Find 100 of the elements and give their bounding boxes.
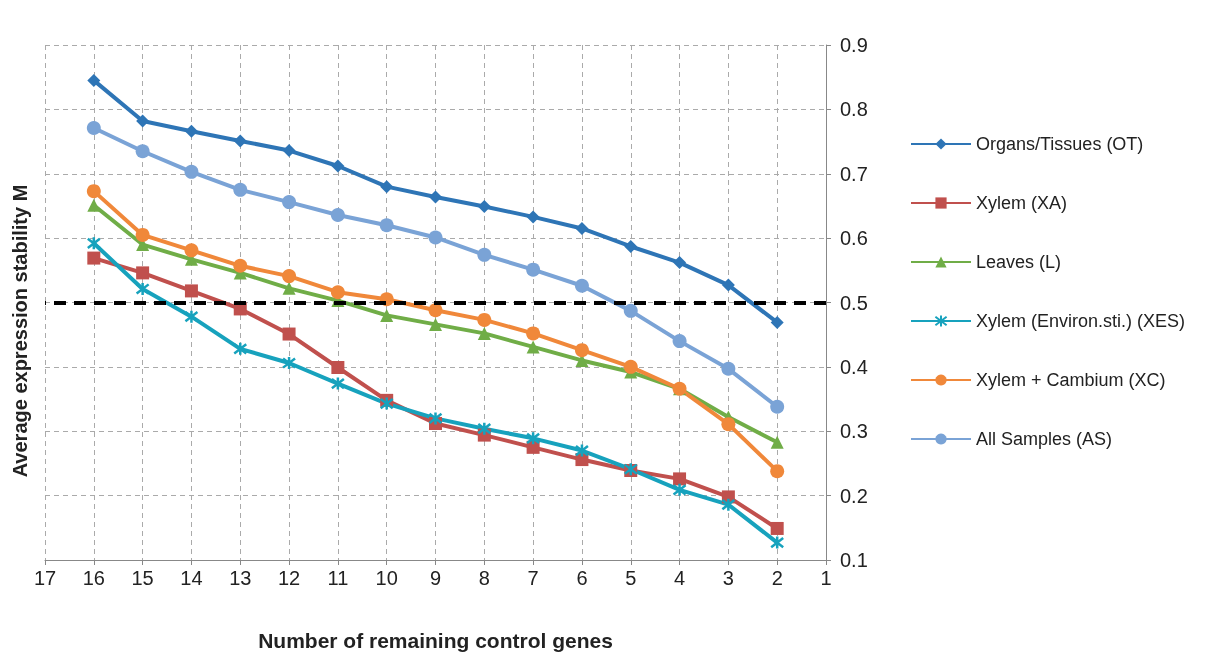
point (673, 256, 687, 270)
point (673, 472, 687, 486)
point (135, 281, 150, 297)
point (331, 361, 345, 375)
point (574, 278, 589, 293)
y-tick-label: 0.5 (840, 291, 868, 314)
point (281, 355, 297, 371)
point (477, 200, 491, 214)
point (380, 308, 394, 322)
point (136, 266, 150, 280)
legend-label: All Samples (AS) (976, 429, 1113, 449)
x-tick-label: 16 (82, 567, 105, 589)
point (526, 340, 540, 354)
point (769, 535, 785, 550)
x-tick-label: 9 (429, 567, 442, 589)
y-tick-label: 0.3 (840, 420, 868, 443)
x-tick-label: 4 (674, 567, 686, 589)
y-tick-label: 0.6 (840, 227, 868, 250)
point (525, 431, 541, 446)
x-tick-label: 1 (820, 567, 832, 589)
legend-label: Xylem (XA) (976, 193, 1068, 213)
point (428, 230, 443, 245)
point (184, 243, 199, 258)
point (526, 210, 540, 224)
point (770, 399, 785, 414)
point (623, 303, 638, 318)
x-tick-label: 15 (131, 567, 154, 589)
point (477, 326, 491, 340)
point (233, 258, 248, 273)
y-tick-label: 0.4 (840, 355, 868, 378)
x-tick-label: 2 (771, 567, 783, 589)
point (721, 497, 736, 512)
x-tick-label: 7 (527, 567, 539, 589)
point (87, 73, 101, 87)
y-tick-label: 0.9 (840, 34, 868, 56)
point (428, 303, 443, 318)
point (233, 134, 247, 148)
x-tick-label: 13 (229, 567, 252, 589)
point (233, 182, 248, 197)
point (184, 124, 198, 138)
point (331, 159, 345, 173)
point (721, 361, 736, 376)
point (429, 317, 442, 331)
point (770, 435, 784, 449)
point (575, 221, 589, 235)
point (574, 343, 589, 358)
x-tick-label: 8 (478, 567, 490, 589)
point (87, 251, 101, 265)
x-axis-title: Number of remaining control genes (258, 629, 613, 652)
point (330, 207, 345, 222)
x-tick-label: 3 (722, 567, 734, 589)
point (624, 239, 638, 253)
point (526, 326, 541, 341)
point (721, 278, 735, 292)
point (282, 327, 296, 341)
point (770, 464, 785, 479)
y-tick-label: 0.2 (840, 484, 868, 507)
y-tick-label: 0.7 (840, 162, 868, 185)
point (136, 114, 150, 128)
point (86, 121, 101, 136)
point (282, 269, 297, 284)
point (770, 315, 784, 329)
point (672, 334, 687, 349)
point (184, 284, 198, 298)
point (282, 144, 296, 158)
x-tick-label: 14 (180, 567, 203, 589)
point (282, 281, 296, 295)
point (770, 521, 784, 535)
x-tick-label: 12 (277, 567, 301, 589)
point (233, 341, 248, 357)
point (330, 376, 346, 391)
point (477, 312, 492, 327)
y-tick-label: 0.8 (840, 98, 868, 121)
x-tick-label: 11 (327, 567, 349, 589)
point (330, 285, 345, 300)
point (184, 309, 199, 324)
point (87, 198, 101, 212)
x-tick-label: 5 (625, 567, 637, 589)
x-tick-label: 10 (375, 567, 398, 589)
point (282, 195, 297, 210)
y-tick-label: 0.1 (840, 549, 868, 571)
point (477, 421, 492, 436)
point (721, 417, 736, 432)
point (184, 164, 199, 179)
legend-label: Xylem + Cambium (XC) (976, 370, 1166, 390)
point (379, 396, 394, 411)
point (135, 227, 150, 242)
point (428, 411, 443, 426)
x-tick-label: 17 (33, 567, 57, 589)
legend-label: Leaves (L) (976, 252, 1062, 272)
point (379, 218, 394, 233)
point (623, 359, 638, 374)
point (86, 184, 101, 199)
point (429, 190, 442, 204)
point (672, 482, 687, 498)
point (477, 247, 492, 262)
legend-label: Xylem (Environ.sti.) (XES) (976, 311, 1186, 331)
x-tick-label: 6 (576, 567, 588, 589)
y-axis-title: Average expression stability M (9, 184, 31, 478)
legend-label: Organs/Tissues (OT) (976, 134, 1144, 154)
